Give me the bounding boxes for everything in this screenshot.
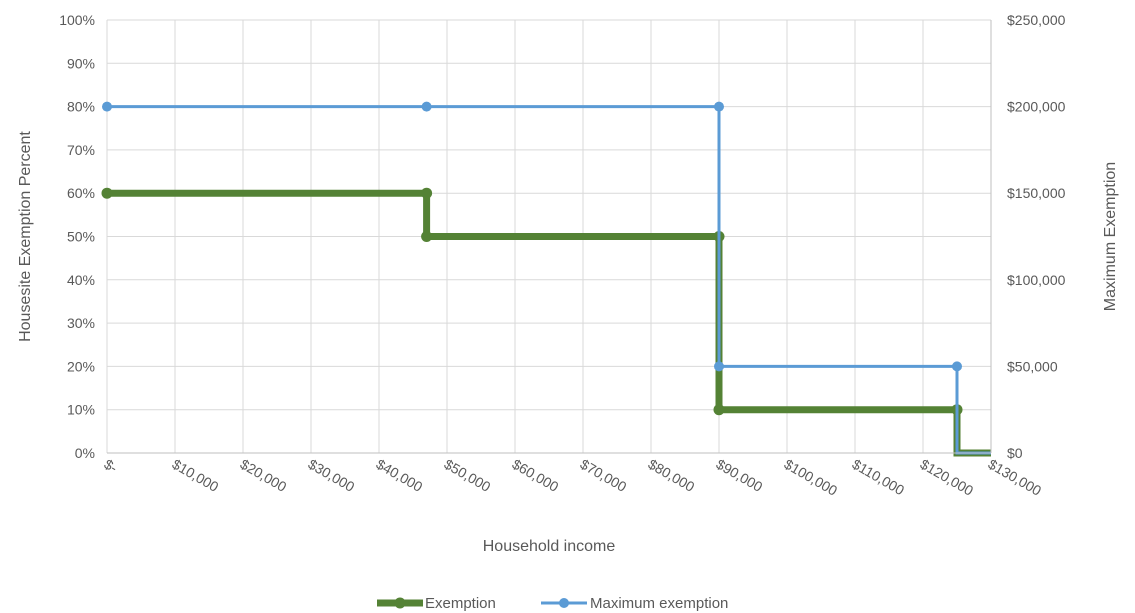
legend-label-exemption: Exemption [425,595,496,612]
legend-marker-maximum-exemption [559,598,569,608]
data-point-exemption [713,404,725,416]
right-y-axis-title: Maximum Exemption [1102,162,1119,311]
right-y-tick-label: $250,000 [1007,12,1066,28]
left-y-axis-title: Housesite Exemption Percent [17,131,34,342]
x-tick-label: $90,000 [714,456,766,495]
data-point-maximum-exemption [421,101,432,112]
left-y-tick-label: 0% [75,445,95,461]
left-y-tick-label: 90% [67,55,95,71]
data-point-maximum-exemption [102,101,112,112]
plot-series [101,101,991,457]
left-y-tick-label: 60% [67,185,95,201]
x-tick-label: $80,000 [646,456,698,495]
right-y-tick-label: $0 [1007,445,1023,461]
left-y-tick-label: 20% [67,358,95,374]
x-tick-label: $- [102,456,121,476]
x-tick-label: $20,000 [238,456,290,495]
data-point-maximum-exemption [714,101,724,112]
x-tick-label: $110,000 [850,456,908,499]
right-y-tick-label: $150,000 [1007,185,1066,201]
legend: Exemption Maximum exemption [377,595,728,612]
x-tick-label: $120,000 [918,456,977,499]
x-tick-label: $60,000 [510,456,562,495]
data-point-maximum-exemption [714,361,724,372]
x-tick-label: $50,000 [442,456,494,495]
left-y-tick-label: 70% [67,142,95,158]
right-y-tick-label: $50,000 [1007,358,1058,374]
x-tick-label: $10,000 [170,456,222,495]
left-y-tick-label: 100% [59,12,95,28]
data-point-maximum-exemption [952,361,962,372]
x-tick-label: $100,000 [782,456,841,499]
data-point-exemption [421,187,433,199]
right-y-tick-label: $200,000 [1007,99,1066,115]
x-tick-label: $70,000 [578,456,630,495]
left-y-tick-label: 40% [67,272,95,288]
x-tick-label: $30,000 [306,456,358,495]
right-y-tick-label: $100,000 [1007,272,1066,288]
x-axis-title: Household income [483,538,616,555]
data-point-exemption [101,187,113,199]
left-y-tick-label: 50% [67,229,95,245]
x-tick-label: $40,000 [374,456,426,495]
left-y-tick-label: 10% [67,402,95,418]
data-point-exemption [421,231,433,242]
x-tick-label: $130,000 [986,456,1045,499]
left-y-tick-label: 30% [67,315,95,331]
legend-item-exemption: Exemption [377,595,496,612]
legend-label-maximum-exemption: Maximum exemption [590,595,728,612]
legend-marker-exemption [394,597,406,609]
legend-item-maximum-exemption: Maximum exemption [541,595,728,612]
axes: 0% 10% 20% 30% 40% 50% 60% 70% 80% 90% 100% $0 $50,0… [59,12,1065,499]
left-y-tick-label: 80% [67,99,95,115]
